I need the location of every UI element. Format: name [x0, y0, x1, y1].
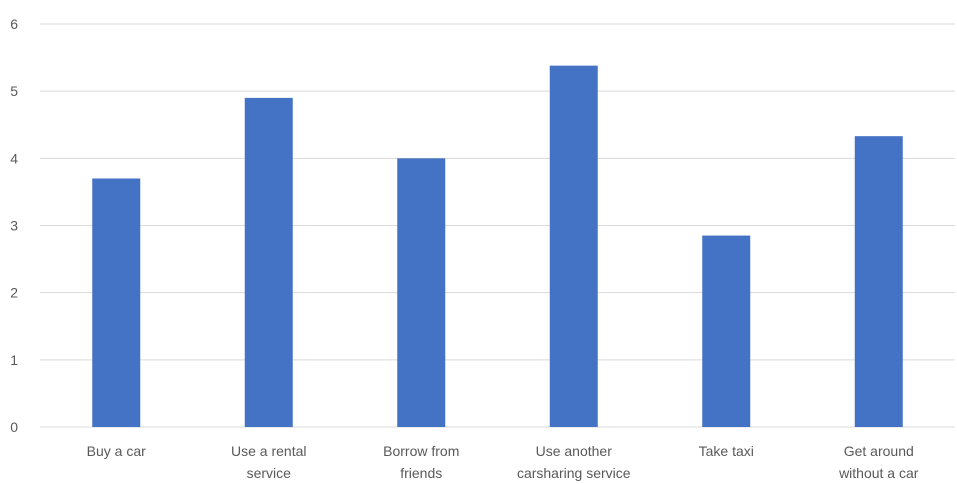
x-category-label-line: Get around [844, 443, 914, 459]
y-axis-tick-labels: 0 1 2 3 4 5 6 [10, 16, 18, 435]
x-category-label: Buy a car [87, 443, 146, 459]
y-tick-label: 1 [10, 352, 18, 368]
x-category-label: Use a rental service [231, 443, 306, 481]
x-category-label: Get around without a car [838, 443, 919, 481]
x-category-label-line: Buy a car [87, 443, 146, 459]
x-category-label-line: Take taxi [699, 443, 754, 459]
x-category-label: Take taxi [699, 443, 754, 459]
bar [92, 178, 141, 427]
x-category-label-line: friends [400, 465, 442, 481]
y-tick-label: 2 [10, 285, 18, 301]
y-tick-label: 4 [10, 150, 18, 166]
bar [397, 158, 446, 428]
bar [549, 65, 598, 427]
y-tick-label: 5 [10, 83, 18, 99]
bar [244, 97, 293, 427]
x-category-label: Borrow from friends [383, 443, 459, 481]
gridlines [40, 23, 955, 428]
bars [92, 65, 903, 428]
x-category-label-line: without a car [838, 465, 919, 481]
bar [702, 235, 751, 427]
y-tick-label: 3 [10, 218, 18, 234]
x-category-label-line: Borrow from [383, 443, 459, 459]
y-tick-label: 0 [10, 419, 18, 435]
x-category-label-line: Use a rental [231, 443, 306, 459]
x-category-label: Use another carsharing service [517, 443, 631, 481]
bar [854, 136, 903, 427]
x-category-label-line: service [247, 465, 292, 481]
y-tick-label: 6 [10, 16, 18, 32]
x-category-label-line: Use another [536, 443, 613, 459]
x-category-label-line: carsharing service [517, 465, 631, 481]
x-axis-category-labels: Buy a car Use a rental service Borrow from f… [87, 443, 919, 481]
